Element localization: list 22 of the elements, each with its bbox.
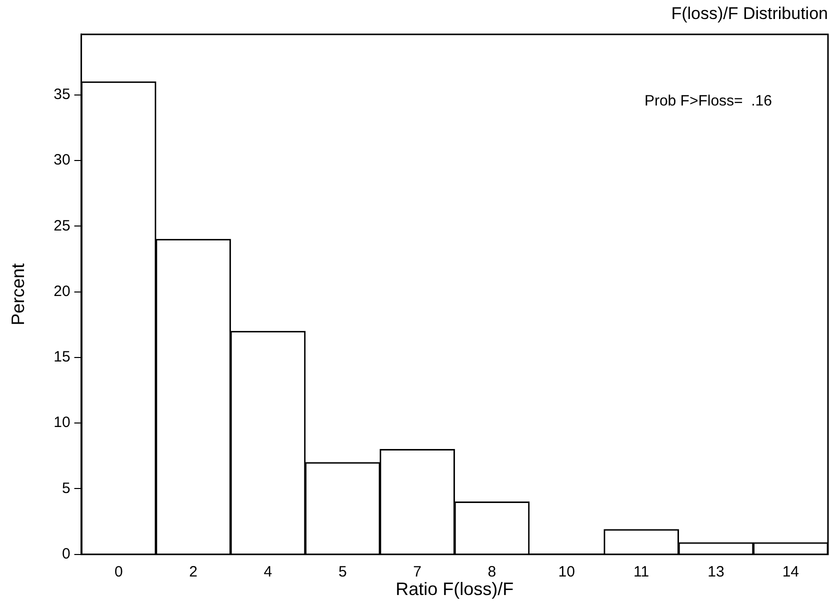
x-tick-label: 8 (488, 564, 496, 581)
x-tick-label: 7 (413, 564, 422, 581)
y-tick-label: 20 (54, 282, 70, 300)
y-tick-label: 30 (54, 152, 70, 169)
x-tick-label: 14 (782, 564, 800, 581)
x-tick-label: 2 (189, 564, 198, 581)
y-tick-label: 10 (54, 414, 70, 432)
y-tick-label: 25 (54, 217, 70, 234)
annotation: Prob F>Floss= .16 (644, 92, 772, 110)
x-tick-label: 4 (264, 564, 272, 581)
y-tick-label: 5 (62, 480, 70, 497)
x-tick-label: 0 (114, 564, 123, 581)
y-axis-title: Percent (8, 263, 28, 326)
x-tick-label: 10 (558, 564, 575, 581)
x-tick-label: 13 (708, 564, 724, 581)
y-tick-label: 35 (54, 86, 70, 103)
chart-title: F(loss)/F Distribution (671, 4, 828, 23)
y-tick-label: 0 (62, 546, 70, 563)
x-tick-label: 11 (634, 564, 650, 581)
x-tick-label: 5 (338, 564, 347, 581)
y-tick-label: 15 (54, 348, 70, 366)
x-axis-title: Ratio F(loss)/F (396, 579, 514, 600)
